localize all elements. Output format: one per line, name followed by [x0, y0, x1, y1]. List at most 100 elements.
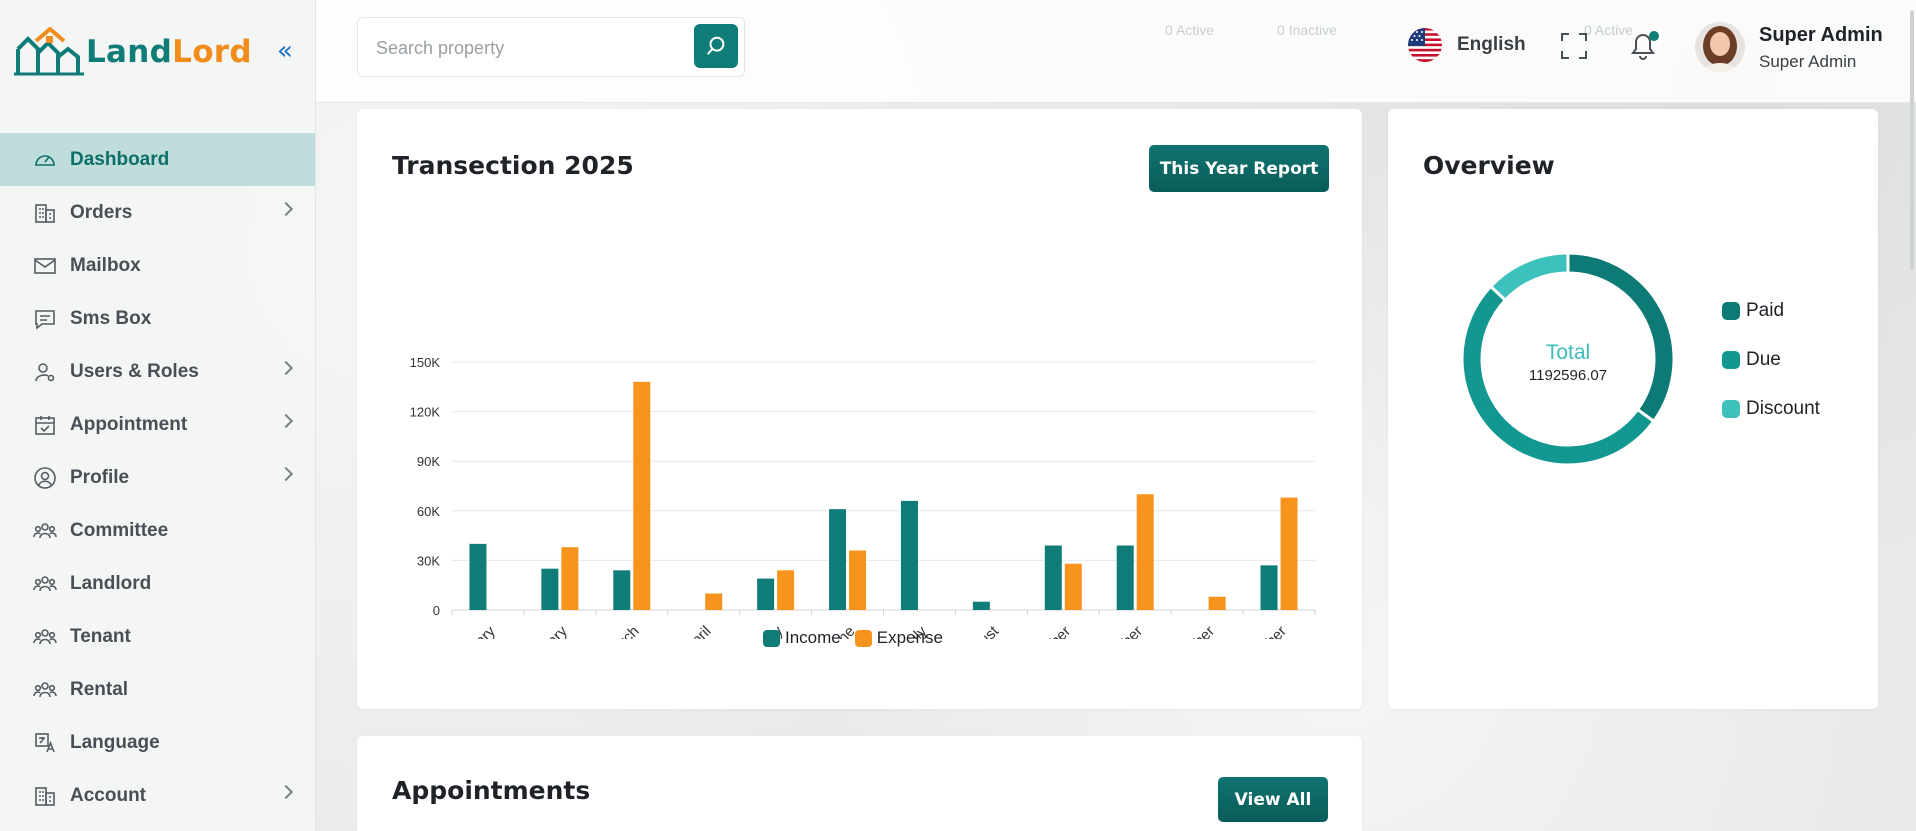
chat-icon	[32, 306, 58, 332]
chevron-right-icon	[278, 360, 294, 376]
logo-icon	[14, 26, 84, 75]
ghost-inactive-count: 0 Inactive	[1277, 22, 1337, 38]
overview-card: Overview Total 1192596.07	[1388, 109, 1878, 709]
x-tick-label: January	[449, 622, 499, 639]
x-tick-label: March	[601, 623, 642, 639]
search-button[interactable]	[694, 24, 738, 68]
donut-legend-item-discount[interactable]: Discount	[1722, 384, 1820, 433]
collapse-sidebar-icon[interactable]: «	[277, 36, 293, 66]
people-group-icon	[32, 518, 58, 544]
overview-donut-chart	[1460, 251, 1676, 467]
speedometer-icon	[32, 147, 58, 173]
sidebar-nav: Dashboard Orders Mailbox Sms Box Users & Rol…	[0, 133, 315, 822]
donut-total-value: 1192596.07	[1528, 367, 1608, 384]
us-flag-icon	[1408, 28, 1442, 62]
fullscreen-icon[interactable]	[1560, 32, 1588, 60]
sidebar-item-rental[interactable]: Rental	[0, 663, 315, 716]
sidebar-item-dashboard[interactable]: Dashboard	[0, 133, 315, 186]
legend-label: Expense	[876, 628, 943, 647]
bar-expense	[849, 550, 867, 610]
view-all-button[interactable]: View All	[1218, 777, 1328, 822]
x-tick-label: February	[516, 622, 571, 639]
building-icon	[32, 200, 58, 226]
sidebar-item-label: Rental	[70, 678, 129, 700]
legend-swatch	[1722, 301, 1740, 320]
legend-item-expense[interactable]: Expense	[854, 628, 943, 648]
bar-income	[900, 500, 918, 610]
sidebar-item-landlord[interactable]: Landlord	[0, 557, 315, 610]
brand: LandLord «	[0, 0, 315, 103]
donut-legend-item-paid[interactable]: Paid	[1722, 286, 1820, 335]
this-year-report-button[interactable]: This Year Report	[1149, 145, 1329, 192]
sidebar-item-users-roles[interactable]: Users & Roles	[0, 345, 315, 398]
sidebar-item-label: Users & Roles	[70, 360, 199, 382]
sidebar-item-committee[interactable]: Committee	[0, 504, 315, 557]
legend-swatch	[1722, 399, 1740, 418]
y-tick-label: 120K	[410, 405, 441, 420]
bar-income	[972, 601, 990, 610]
sidebar-item-label: Dashboard	[70, 148, 170, 170]
language-selector[interactable]: English	[1408, 28, 1526, 62]
people-group-icon	[32, 571, 58, 597]
notification-button[interactable]	[1627, 28, 1661, 64]
bar-income	[469, 543, 487, 610]
donut-legend: Paid Due Discount	[1722, 286, 1820, 433]
legend-item-income[interactable]: Income	[763, 628, 841, 648]
sidebar-item-appointment[interactable]: Appointment	[0, 398, 315, 451]
search-input[interactable]	[376, 32, 676, 64]
legend-label: Income	[785, 628, 841, 647]
legend-label: Discount	[1746, 397, 1820, 419]
chevron-right-icon	[278, 413, 294, 429]
legend-swatch	[1722, 350, 1740, 369]
calendar-check-icon	[32, 412, 58, 438]
bar-chart-legend: Income Expense	[763, 628, 957, 648]
sidebar-item-sms-box[interactable]: Sms Box	[0, 292, 315, 345]
user-circle-icon	[32, 465, 58, 491]
chevron-right-icon	[278, 201, 294, 217]
legend-label: Paid	[1746, 299, 1785, 321]
sidebar-item-mailbox[interactable]: Mailbox	[0, 239, 315, 292]
bar-expense	[1208, 596, 1226, 610]
x-tick-label: September	[1010, 623, 1074, 639]
sidebar-item-label: Profile	[70, 466, 130, 488]
x-tick-label: October	[1096, 623, 1146, 639]
user-key-icon	[32, 359, 58, 385]
sidebar-item-label: Landlord	[70, 572, 152, 594]
transactions-bar-chart: 0 30K 60K 90K 120K 150K January February March Ap…	[410, 355, 1316, 639]
bar-expense	[633, 381, 651, 610]
bar-expense	[777, 570, 795, 610]
donut-legend-item-due[interactable]: Due	[1722, 335, 1820, 384]
page-scrollbar[interactable]	[1910, 10, 1914, 270]
sidebar-item-label: Appointment	[70, 413, 188, 435]
donut-total-label: Total	[1545, 341, 1591, 364]
y-tick-label: 150K	[410, 355, 441, 370]
sidebar-item-label: Tenant	[70, 625, 131, 647]
sidebar-item-account[interactable]: Account	[0, 769, 315, 822]
sidebar-item-language[interactable]: Language	[0, 716, 315, 769]
brand-name: LandLord	[86, 33, 252, 70]
sidebar-item-profile[interactable]: Profile	[0, 451, 315, 504]
bar-expense	[561, 547, 579, 610]
sidebar-item-label: Mailbox	[70, 254, 141, 276]
legend-swatch	[763, 629, 780, 647]
sidebar-item-tenant[interactable]: Tenant	[0, 610, 315, 663]
sidebar-item-orders[interactable]: Orders	[0, 186, 315, 239]
avatar[interactable]	[1695, 22, 1745, 72]
y-tick-label: 60K	[417, 504, 440, 519]
donut-slice-paid	[1566, 251, 1676, 424]
bell-icon	[1631, 34, 1655, 60]
language-label: English	[1457, 34, 1526, 55]
donut-slice-discount	[1488, 251, 1570, 303]
user-name[interactable]: Super Admin	[1759, 24, 1883, 46]
transactions-card: Transection 2025 This Year Report 0 30K 60…	[357, 109, 1362, 709]
y-tick-label: 90K	[417, 454, 440, 469]
bar-expense	[1280, 497, 1298, 610]
legend-swatch	[854, 629, 872, 647]
ghost-active-count-2: 0 Active	[1584, 22, 1634, 38]
bar-income	[1116, 545, 1134, 610]
user-role: Super Admin	[1759, 52, 1857, 71]
bar-income	[541, 568, 559, 610]
bar-income	[757, 578, 775, 610]
chevron-right-icon	[278, 784, 294, 800]
appointments-title: Appointments	[392, 776, 591, 805]
